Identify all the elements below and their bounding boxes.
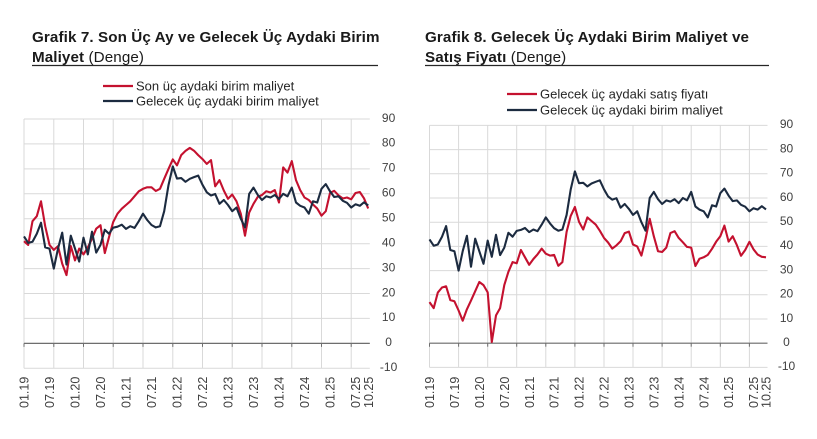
svg-text:07.20: 07.20 [94,377,108,408]
svg-text:-10: -10 [778,359,796,373]
svg-text:07.19: 07.19 [448,377,462,408]
svg-text:07.25: 07.25 [747,377,761,408]
svg-text:Grafik 8. Gelecek Üç Aydaki Bi: Grafik 8. Gelecek Üç Aydaki Birim Maliye… [425,29,749,46]
svg-text:07.20: 07.20 [498,377,512,408]
svg-text:07.22: 07.22 [598,377,612,408]
svg-text:07.21: 07.21 [145,377,159,408]
svg-text:Gelecek üç aydaki birim maliye: Gelecek üç aydaki birim maliyet [136,94,319,109]
svg-text:07.23: 07.23 [647,377,661,408]
svg-text:01.19: 01.19 [423,377,437,408]
svg-text:90: 90 [780,117,794,131]
svg-text:50: 50 [382,211,396,225]
svg-text:01.20: 01.20 [69,377,83,408]
svg-text:07.22: 07.22 [196,377,210,408]
svg-text:01.22: 01.22 [573,377,587,408]
svg-text:07.19: 07.19 [43,377,57,408]
svg-text:Satış Fiyatı (Denge): Satış Fiyatı (Denge) [425,49,566,66]
svg-text:01.21: 01.21 [523,377,537,408]
svg-text:01.20: 01.20 [473,377,487,408]
svg-text:07.24: 07.24 [697,377,711,408]
svg-text:01.23: 01.23 [623,377,637,408]
svg-text:20: 20 [382,285,396,299]
svg-text:10: 10 [780,311,794,325]
svg-text:70: 70 [780,166,794,180]
svg-text:0: 0 [385,335,392,349]
svg-text:01.22: 01.22 [171,377,185,408]
svg-text:10.25: 10.25 [760,377,774,408]
svg-text:70: 70 [382,161,396,175]
svg-text:07.24: 07.24 [298,377,312,408]
svg-text:90: 90 [382,111,396,125]
svg-text:10: 10 [382,310,396,324]
svg-text:80: 80 [780,141,794,155]
svg-text:Grafik 7. Son Üç Ay ve Gelecek: Grafik 7. Son Üç Ay ve Gelecek Üç Aydaki… [32,29,380,46]
svg-text:01.21: 01.21 [120,377,134,408]
svg-text:Maliyet (Denge): Maliyet (Denge) [32,49,144,66]
svg-text:07.23: 07.23 [247,377,261,408]
svg-text:0: 0 [783,335,790,349]
svg-text:07.25: 07.25 [349,377,363,408]
svg-text:Son üç aydaki birim maliyet: Son üç aydaki birim maliyet [136,79,295,94]
svg-text:30: 30 [780,262,794,276]
svg-text:-10: -10 [380,360,398,374]
svg-text:60: 60 [780,190,794,204]
svg-text:01.25: 01.25 [722,377,736,408]
svg-text:Gelecek üç aydaki satış fiyatı: Gelecek üç aydaki satış fiyatı [540,87,708,102]
svg-text:01.24: 01.24 [672,377,686,408]
svg-text:01.24: 01.24 [273,377,287,408]
svg-text:30: 30 [382,260,396,274]
svg-text:40: 40 [382,236,396,250]
svg-text:01.23: 01.23 [222,377,236,408]
svg-text:20: 20 [780,287,794,301]
svg-text:50: 50 [780,214,794,228]
svg-text:10.25: 10.25 [362,377,376,408]
svg-text:60: 60 [382,186,396,200]
svg-text:01.19: 01.19 [18,377,32,408]
svg-text:07.21: 07.21 [548,377,562,408]
svg-text:40: 40 [780,238,794,252]
svg-text:Gelecek üç aydaki birim maliye: Gelecek üç aydaki birim maliyet [540,103,723,118]
svg-text:80: 80 [382,136,396,150]
svg-text:01.25: 01.25 [324,377,338,408]
